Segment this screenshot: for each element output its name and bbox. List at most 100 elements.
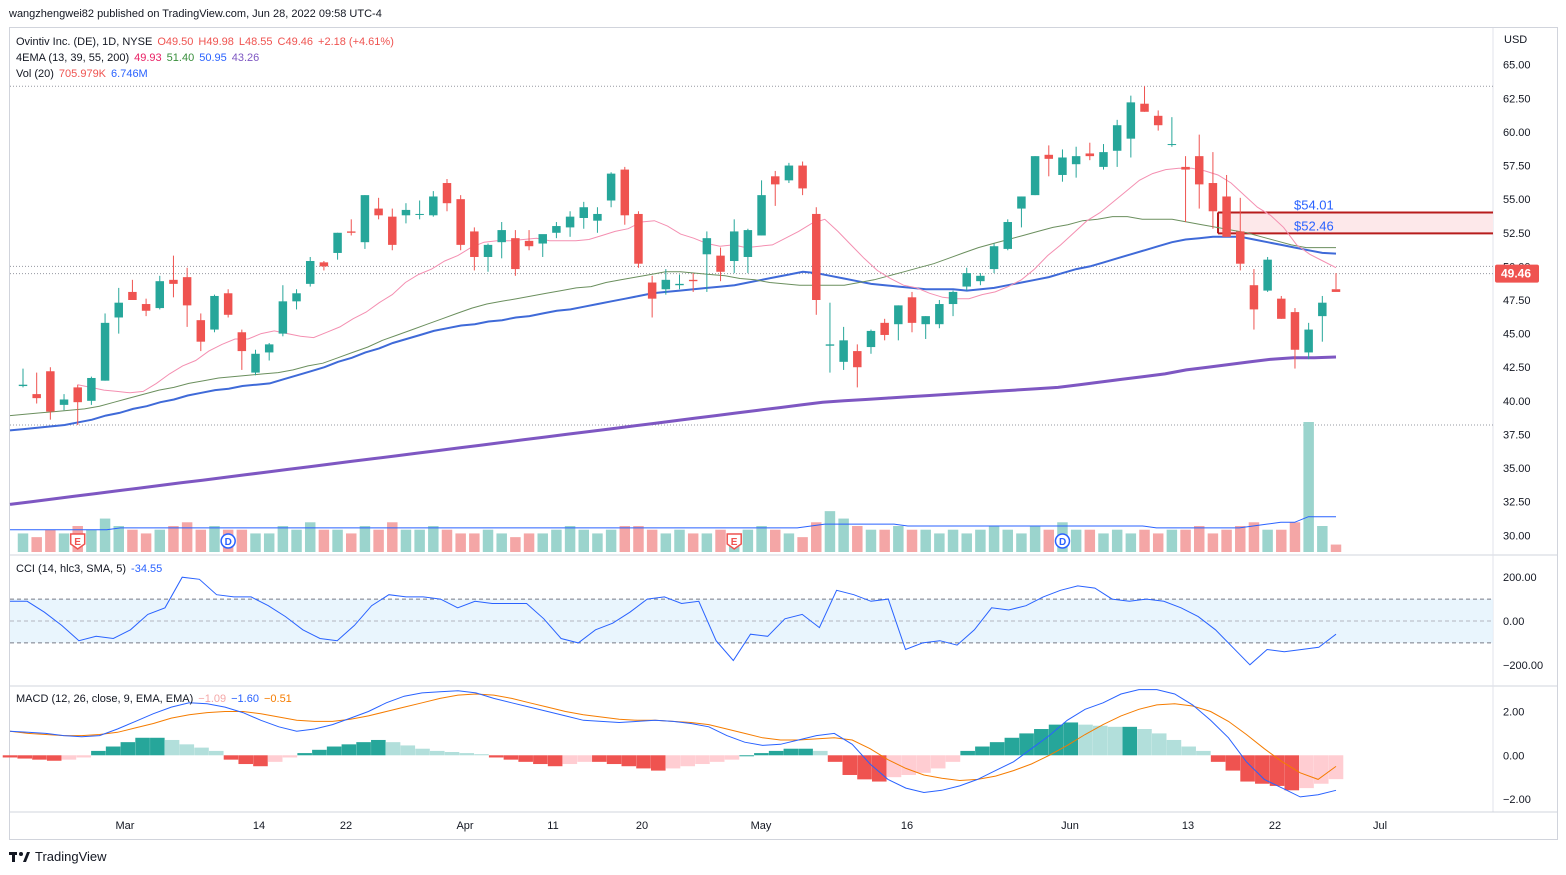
candle (264, 343, 274, 361)
macd-histogram-bar (356, 742, 371, 756)
volume-bar (154, 529, 166, 552)
macd-histogram-bar (135, 737, 150, 756)
volume-bar (346, 533, 357, 552)
candle-body (1099, 152, 1108, 167)
volume-bar (879, 529, 890, 552)
candle (1126, 95, 1136, 158)
candle-body (743, 230, 753, 257)
price-tick-label: 32.50 (1503, 497, 1531, 509)
time-axis-label: 14 (253, 820, 265, 832)
candle (1140, 86, 1149, 112)
candle-body (647, 282, 657, 299)
cci-tick-label: −200.00 (1503, 660, 1543, 672)
candle (538, 234, 547, 257)
chart-frame (9, 27, 1558, 840)
volume-bar (414, 529, 425, 552)
volume-bar (619, 526, 631, 552)
macd-histogram-bar (1107, 726, 1123, 756)
macd-histogram-bar (813, 750, 828, 756)
candle (1003, 219, 1012, 251)
macd-histogram-bar (857, 755, 872, 780)
candle (962, 267, 971, 291)
volume-bar (523, 533, 535, 552)
volume-bar (1029, 526, 1041, 552)
legend-macd-label: MACD (12, 26, close, 9, EMA, EMA) (16, 693, 194, 705)
candle-body (702, 238, 712, 255)
volume-bar (633, 526, 644, 552)
macd-histogram-bar (488, 755, 504, 758)
candle-body (155, 281, 165, 309)
macd-histogram-bar (1269, 755, 1285, 786)
candle (429, 191, 438, 217)
earnings-marker-label: E (74, 537, 81, 548)
candle-body (128, 291, 137, 300)
candle-body (1208, 183, 1218, 212)
candle-body (1030, 156, 1040, 196)
candle-body (880, 322, 889, 335)
tradingview-brand[interactable]: TradingView (9, 849, 107, 864)
candle (483, 243, 493, 272)
macd-histogram-bar (400, 745, 416, 756)
candle (948, 290, 958, 317)
macd-histogram-bar (798, 748, 813, 756)
price-tick-label: 52.50 (1503, 228, 1531, 240)
candle (716, 247, 725, 282)
macd-histogram-bar (459, 753, 475, 756)
candle (1044, 145, 1054, 177)
cci-tick-label: 200.00 (1503, 572, 1537, 584)
candle-body (319, 262, 329, 267)
macd-tick-label: −2.00 (1503, 794, 1531, 806)
macd-histogram-bar (1328, 755, 1344, 780)
candle (18, 368, 28, 388)
volume-bar (455, 533, 466, 552)
legend-ema39: 51.40 (166, 52, 195, 64)
macd-histogram-bar (1137, 729, 1152, 756)
volume-bar (45, 529, 56, 552)
macd-histogram-bar (709, 755, 725, 762)
earnings-marker-label: E (731, 537, 738, 548)
candle-body (552, 226, 561, 233)
candle (182, 267, 192, 327)
volume-bar (277, 526, 289, 552)
candle-body (907, 297, 917, 323)
volume-bar (140, 533, 152, 552)
candle-body (264, 344, 274, 353)
candle (784, 162, 794, 184)
candle (210, 294, 219, 333)
candle-body (333, 232, 342, 253)
macd-histogram-bar (429, 750, 445, 756)
candle (675, 274, 684, 290)
candle-body (169, 279, 178, 284)
candle-body (305, 261, 315, 284)
price-tick-label: 65.00 (1503, 60, 1531, 72)
legend-ema: 4EMA (13, 39, 55, 200) 49.93 51.40 50.95 43.… (16, 52, 264, 64)
volume-bar (318, 529, 330, 552)
candle-body (1318, 302, 1327, 317)
volume-bar (1125, 533, 1137, 552)
price-tick-label: 30.00 (1503, 530, 1531, 542)
candle-body (976, 275, 985, 282)
earnings-flag-icon (69, 533, 86, 550)
zone-bottom-label: $52.46 (1294, 218, 1334, 233)
macd-histogram-bar (606, 755, 622, 765)
macd-histogram-bar (91, 750, 106, 756)
candle (456, 195, 465, 251)
volume-bar (934, 533, 945, 552)
macd-histogram-bar (1299, 755, 1314, 789)
legend-cci-label: CCI (14, hlc3, SMA, 5) (16, 563, 127, 575)
candle-body (374, 208, 383, 216)
publisher-line: wangzhengwei82 published on TradingView.… (9, 8, 382, 20)
volume-bar (646, 529, 658, 552)
candle (743, 228, 753, 274)
volume-bar (920, 529, 931, 552)
time-axis-label: May (751, 820, 772, 832)
candle-body (100, 322, 110, 381)
legend-macd: MACD (12, 26, close, 9, EMA, EMA) −1.09 −1… (16, 693, 297, 705)
earnings-flag-icon (726, 533, 742, 550)
volume-bar (564, 526, 576, 552)
macd-histogram-bar (636, 755, 651, 769)
candle-body (866, 330, 876, 348)
candle-body (141, 304, 151, 311)
macd-histogram-bar (842, 755, 858, 775)
